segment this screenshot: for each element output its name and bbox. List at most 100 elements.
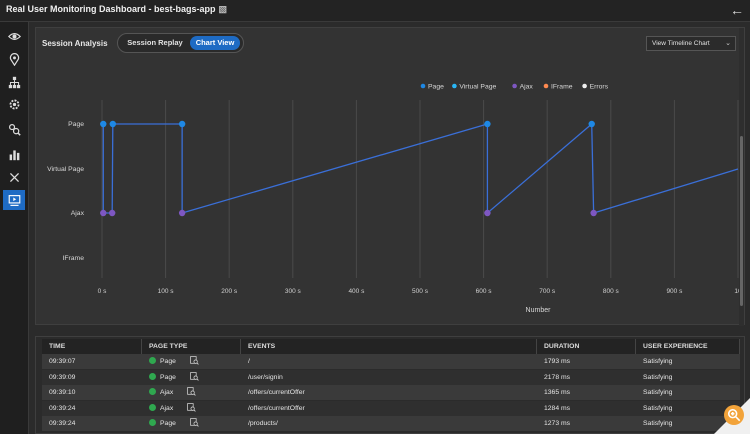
chart-legend: Page Virtual Page Ajax IFrame Errors — [420, 83, 609, 91]
cell-duration: 1793 ms — [544, 358, 571, 365]
sidebar-item-settings[interactable] — [3, 94, 25, 114]
cell-time: 09:39:24 — [49, 420, 76, 427]
legend-label[interactable]: Virtual Page — [459, 84, 496, 91]
cell-time: 09:39:10 — [49, 389, 76, 396]
page-type-icon — [149, 403, 156, 411]
x-tick-label: 400 s — [348, 288, 365, 295]
scrollbar-thumb[interactable] — [740, 136, 743, 306]
cross-icon — [9, 172, 19, 182]
sitemap-icon — [8, 76, 20, 88]
y-category-label: IFrame — [62, 255, 84, 262]
column-events[interactable]: EVENTS — [241, 339, 537, 354]
chart-view-button[interactable]: Chart View — [190, 36, 240, 50]
cell-event: / — [248, 358, 250, 365]
arrow-left-icon[interactable]: ← — [730, 2, 744, 18]
view-toggle: Session Replay Chart View — [117, 33, 244, 53]
sidebar — [0, 22, 29, 434]
y-category-label: Ajax — [71, 210, 85, 217]
view-details-icon[interactable] — [190, 418, 199, 431]
legend-label[interactable]: Ajax — [520, 84, 534, 91]
page-type-icon — [149, 357, 156, 364]
cell-event: /user/signin — [248, 373, 283, 381]
view-details-icon[interactable] — [190, 356, 199, 369]
timeline-view-value: View Timeline Chart — [652, 40, 710, 47]
x-tick-label: 700 s — [539, 288, 556, 295]
column-page-type[interactable]: PAGE TYPE — [142, 339, 241, 354]
page-type-label: Ajax — [160, 389, 174, 396]
page-type-label: Page — [160, 358, 176, 365]
timeline-chart: Page Virtual Page Ajax IFrame 0 s 100 s 200 s… — [47, 83, 742, 315]
column-duration[interactable]: DURATION — [537, 339, 636, 354]
view-details-icon[interactable] — [190, 371, 199, 385]
table-row[interactable]: 09:39:10 Ajax/offers/currentOffer 1365 ms S… — [42, 385, 740, 400]
data-point-page[interactable] — [100, 120, 107, 128]
session-replay-button[interactable]: Session Replay — [127, 38, 183, 47]
data-point-page[interactable] — [484, 120, 491, 128]
zoom-in-button[interactable] — [724, 405, 744, 425]
sidebar-item-eye[interactable] — [3, 26, 25, 46]
data-point-ajax[interactable] — [178, 209, 186, 217]
view-details-icon[interactable] — [187, 387, 196, 400]
table-row[interactable]: 09:39:24 Page/products/1273 ms Satisfying — [42, 416, 740, 431]
x-tick-label: 0 s — [98, 288, 107, 295]
search-settings-icon — [8, 123, 21, 136]
legend-swatch — [512, 83, 517, 89]
legend-label[interactable]: Errors — [590, 84, 609, 91]
series-line-path — [102, 122, 739, 215]
x-tick-label: 200 s — [221, 288, 238, 295]
x-tick-label: 800 s — [603, 288, 620, 295]
y-axis-labels: Page Virtual Page Ajax IFrame — [47, 121, 84, 262]
column-user-experience[interactable]: USER EXPERIENCE — [636, 339, 740, 354]
data-point-page[interactable] — [178, 120, 186, 128]
data-point-ajax[interactable] — [108, 209, 116, 217]
data-point-page[interactable] — [588, 120, 595, 128]
gear-icon — [9, 99, 19, 109]
x-axis-title: Number — [526, 307, 552, 314]
dashboard-title: Real User Monitoring Dashboard - best-ba… — [6, 4, 228, 14]
cell-event: /offers/currentOffer — [248, 404, 305, 412]
data-point-page[interactable] — [109, 120, 117, 128]
x-tick-label: 100 s — [158, 288, 175, 295]
sidebar-item-search-settings[interactable] — [3, 119, 25, 139]
cell-duration: 1365 ms — [544, 389, 571, 396]
sidebar-item-session-replay[interactable] — [3, 190, 25, 210]
sidebar-item-sitemap[interactable] — [3, 72, 25, 92]
cell-event: /offers/currentOffer — [248, 389, 305, 396]
section-title: Session Analysis — [42, 39, 108, 48]
x-tick-label: 600 s — [476, 288, 493, 295]
cell-user-experience: Satisfying — [643, 389, 673, 396]
cell-page-type: Page — [142, 416, 241, 431]
data-point-ajax[interactable] — [100, 209, 107, 217]
cell-user-experience: Satisfying — [643, 420, 673, 427]
cell-user-experience: Satisfying — [643, 358, 673, 365]
page-type-icon — [149, 372, 156, 380]
x-tick-label: 10 — [734, 288, 742, 295]
table-row[interactable]: 09:39:09 Page/user/signin 2178 ms Satisfyin… — [42, 369, 740, 385]
cell-page-type: Ajax — [142, 385, 241, 400]
sidebar-item-reports[interactable] — [3, 144, 25, 164]
chart-grid — [101, 100, 739, 278]
session-replay-icon — [8, 194, 20, 206]
panel-scrollbar[interactable] — [739, 28, 744, 326]
legend-swatch — [582, 83, 587, 89]
data-point-ajax[interactable] — [484, 209, 491, 217]
sidebar-item-close[interactable] — [3, 167, 25, 187]
column-time[interactable]: TIME — [42, 339, 142, 354]
legend-label[interactable]: Page — [428, 84, 444, 91]
data-point-ajax[interactable] — [590, 209, 597, 217]
timeline-view-select[interactable]: View Timeline Chart ⌄ — [646, 36, 736, 51]
page-type-icon — [149, 419, 156, 426]
cell-time: 09:39:24 — [49, 404, 76, 412]
table-header: TIME PAGE TYPE EVENTS DURATION USER EXPE… — [42, 339, 740, 354]
eye-icon — [7, 32, 21, 40]
top-bar: Real User Monitoring Dashboard - best-ba… — [0, 0, 750, 22]
cell-time: 09:39:09 — [49, 373, 76, 381]
table-row[interactable]: 09:39:07 Page / 1793 ms Satisfying — [42, 354, 740, 369]
cube-icon: ▧ — [218, 4, 228, 14]
sidebar-item-location[interactable] — [3, 49, 25, 69]
table-row[interactable]: 09:39:24 Ajax/offers/currentOffer 1284 ms S… — [42, 400, 740, 416]
view-details-icon[interactable] — [187, 402, 196, 416]
legend-label[interactable]: IFrame — [551, 84, 573, 91]
y-category-label: Virtual Page — [47, 166, 84, 173]
x-tick-label: 500 s — [412, 288, 429, 295]
